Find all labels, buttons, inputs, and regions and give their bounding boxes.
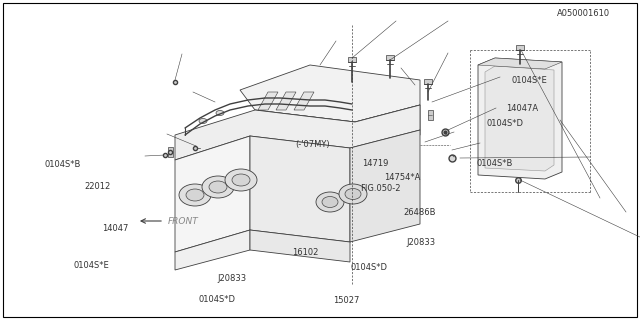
Polygon shape [175,136,250,252]
Bar [428,110,433,120]
Ellipse shape [209,181,227,193]
Polygon shape [175,105,420,160]
Text: 22012: 22012 [84,182,111,191]
Ellipse shape [202,176,234,198]
Bar [348,57,356,62]
Polygon shape [355,105,420,152]
Polygon shape [250,230,350,262]
Text: 0104S*B: 0104S*B [477,159,513,168]
Bar [424,79,432,84]
Ellipse shape [322,196,338,207]
Text: 14719: 14719 [362,159,388,168]
Text: 0104S*D: 0104S*D [198,295,236,304]
Polygon shape [276,92,296,110]
Text: 15027: 15027 [333,296,359,305]
Polygon shape [255,110,355,152]
Polygon shape [485,66,554,171]
Ellipse shape [345,188,361,199]
Text: 14047A: 14047A [506,104,538,113]
Polygon shape [240,65,420,122]
Ellipse shape [316,192,344,212]
Bar [516,45,524,50]
Polygon shape [175,230,250,270]
Text: J20833: J20833 [218,274,247,283]
Text: A050001610: A050001610 [557,9,610,18]
Polygon shape [478,58,562,69]
Ellipse shape [199,118,207,124]
Ellipse shape [225,169,257,191]
Ellipse shape [216,110,224,116]
Text: 0104S*D: 0104S*D [351,263,388,272]
Polygon shape [250,136,350,242]
Ellipse shape [339,184,367,204]
Text: 16102: 16102 [292,248,318,257]
Text: (-'07MY): (-'07MY) [296,140,330,149]
Text: 14047: 14047 [102,224,129,233]
Text: 0104S*E: 0104S*E [512,76,548,85]
Text: 0104S*D: 0104S*D [486,119,524,128]
Text: FRONT: FRONT [168,217,199,226]
Text: 0104S*E: 0104S*E [74,261,109,270]
Polygon shape [258,92,278,110]
Bar [386,55,394,60]
Ellipse shape [232,174,250,186]
Text: 26486B: 26486B [403,208,436,217]
Ellipse shape [186,189,204,201]
Text: 14754*A: 14754*A [384,173,420,182]
Text: J20833: J20833 [406,238,436,247]
Bar [168,147,173,157]
Text: 0104S*B: 0104S*B [45,160,81,169]
Polygon shape [294,92,314,110]
Ellipse shape [179,184,211,206]
Polygon shape [350,130,420,242]
Polygon shape [478,58,562,179]
Text: FIG.050-2: FIG.050-2 [360,184,400,193]
